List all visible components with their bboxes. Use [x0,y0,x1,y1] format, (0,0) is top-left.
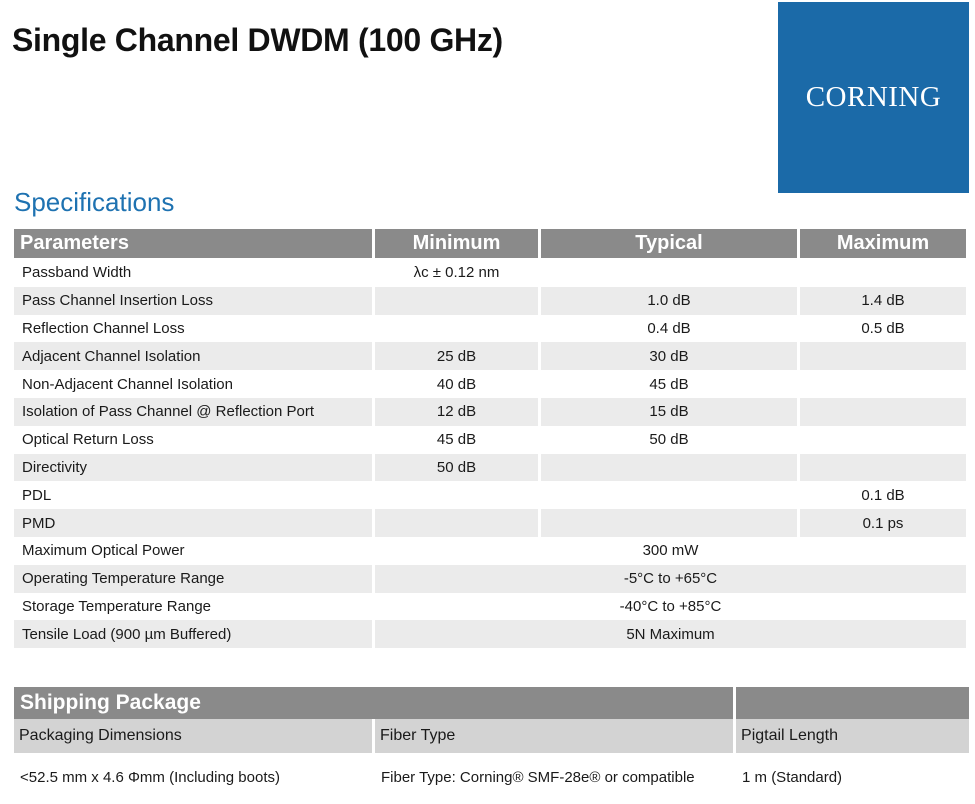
table-row: Non-Adjacent Channel Isolation 40 dB 45 … [14,370,966,398]
row-typical: 0.4 dB [647,319,691,337]
row-spanned-value: 300 mW [642,542,699,560]
row-typical: 15 dB [541,397,797,426]
row-parameter: Adjacent Channel Isolation [14,342,372,371]
shipping-package-table: Shipping Package Packaging Dimensions Fi… [11,687,972,801]
shipping-subheader-row: Packaging Dimensions Fiber Type Pigtail … [14,719,970,753]
row-maximum [800,342,966,371]
table-row: Tensile Load (900 µm Buffered) 5N Maximu… [14,620,966,649]
row-parameter: Passband Width [22,264,132,282]
row-minimum [375,286,538,315]
table-row: Isolation of Pass Channel @ Reflection P… [14,397,966,426]
row-maximum [800,370,966,398]
row-maximum [800,426,966,454]
row-minimum [375,509,538,537]
row-parameter: Reflection Channel Loss [22,319,185,337]
row-typical [541,259,797,287]
row-maximum: 0.5 dB [861,319,905,337]
row-parameter: Storage Temperature Range [22,597,212,615]
row-maximum [800,397,966,426]
row-parameter: Maximum Optical Power [22,542,185,560]
row-minimum [375,315,538,343]
table-row: Operating Temperature Range -5°C to +65°… [14,564,966,593]
row-maximum: 0.1 dB [861,486,905,504]
row-minimum: 25 dB [375,342,538,371]
row-minimum: 12 dB [375,397,538,426]
shipping-title: Shipping Package [14,687,734,719]
row-maximum [800,453,966,482]
row-spanned-value: -5°C to +65°C [375,564,966,593]
value-packaging-dimensions: <52.5 mm x 4.6 Φmm (Including boots) [20,768,280,786]
table-row: PDL 0.1 dB [14,481,966,509]
value-pigtail-length: 1 m (Standard) [742,768,843,786]
row-parameter: PMD [14,509,372,537]
row-minimum: 40 dB [436,375,477,393]
header-pigtail-length: Pigtail Length [736,719,970,753]
shipping-header-row: Shipping Package [14,687,970,719]
row-typical: 30 dB [541,342,797,371]
row-parameter: Pass Channel Insertion Loss [14,286,372,315]
section-title: Specifications [14,187,175,217]
header-packaging-dimensions: Packaging Dimensions [14,719,372,753]
row-typical [541,453,797,482]
row-typical: 1.0 dB [541,286,797,315]
row-parameter: Tensile Load (900 µm Buffered) [14,620,372,649]
table-row: Adjacent Channel Isolation 25 dB 30 dB [14,342,966,371]
shipping-values-row: <52.5 mm x 4.6 Φmm (Including boots) Fib… [14,753,969,801]
value-fiber-type: Fiber Type: Corning® SMF-28e® or compati… [381,768,695,786]
table-row: Directivity 50 dB [14,453,966,482]
row-parameter: Non-Adjacent Channel Isolation [22,375,233,393]
row-parameter: Isolation of Pass Channel @ Reflection P… [14,397,372,426]
row-parameter: Directivity [14,453,372,482]
row-minimum [375,481,538,509]
row-maximum: 1.4 dB [800,286,966,315]
table-row: Pass Channel Insertion Loss 1.0 dB 1.4 d… [14,286,966,315]
table-row: Storage Temperature Range -40°C to +85°C [14,593,966,621]
row-parameter: PDL [22,486,52,504]
table-row: Reflection Channel Loss 0.4 dB 0.5 dB [14,315,966,343]
shipping-header-blank [736,687,970,719]
header-typical: Typical [541,229,797,259]
header-fiber-type: Fiber Type [375,719,734,753]
table-row: Optical Return Loss 45 dB 50 dB [14,426,966,454]
table-row: PMD 0.1 ps [14,509,966,537]
header-minimum: Minimum [375,229,538,259]
header-parameters: Parameters [14,229,372,259]
row-spanned-value: 5N Maximum [375,620,966,649]
row-maximum [800,259,966,287]
row-parameter: Optical Return Loss [22,431,154,449]
row-typical: 50 dB [649,431,689,449]
row-typical: 45 dB [649,375,689,393]
row-minimum: 50 dB [375,453,538,482]
row-minimum: λc ± 0.12 nm [413,264,500,282]
row-parameter: Operating Temperature Range [14,564,372,593]
table-row: Passband Width λc ± 0.12 nm [14,259,966,287]
logo-text: CORNING [805,81,942,113]
table-row: Maximum Optical Power 300 mW [14,537,966,565]
row-spanned-value: -40°C to +85°C [619,597,722,615]
spec-header-row: Parameters Minimum Typical Maximum [14,229,966,259]
row-typical [541,509,797,537]
corning-logo: CORNING [778,2,969,193]
row-typical [541,481,797,509]
row-maximum: 0.1 ps [800,509,966,537]
document-title: Single Channel DWDM (100 GHz) [12,22,503,58]
specifications-table: Parameters Minimum Typical Maximum Passb… [11,229,969,649]
row-minimum: 45 dB [436,431,477,449]
header-maximum: Maximum [800,229,966,259]
